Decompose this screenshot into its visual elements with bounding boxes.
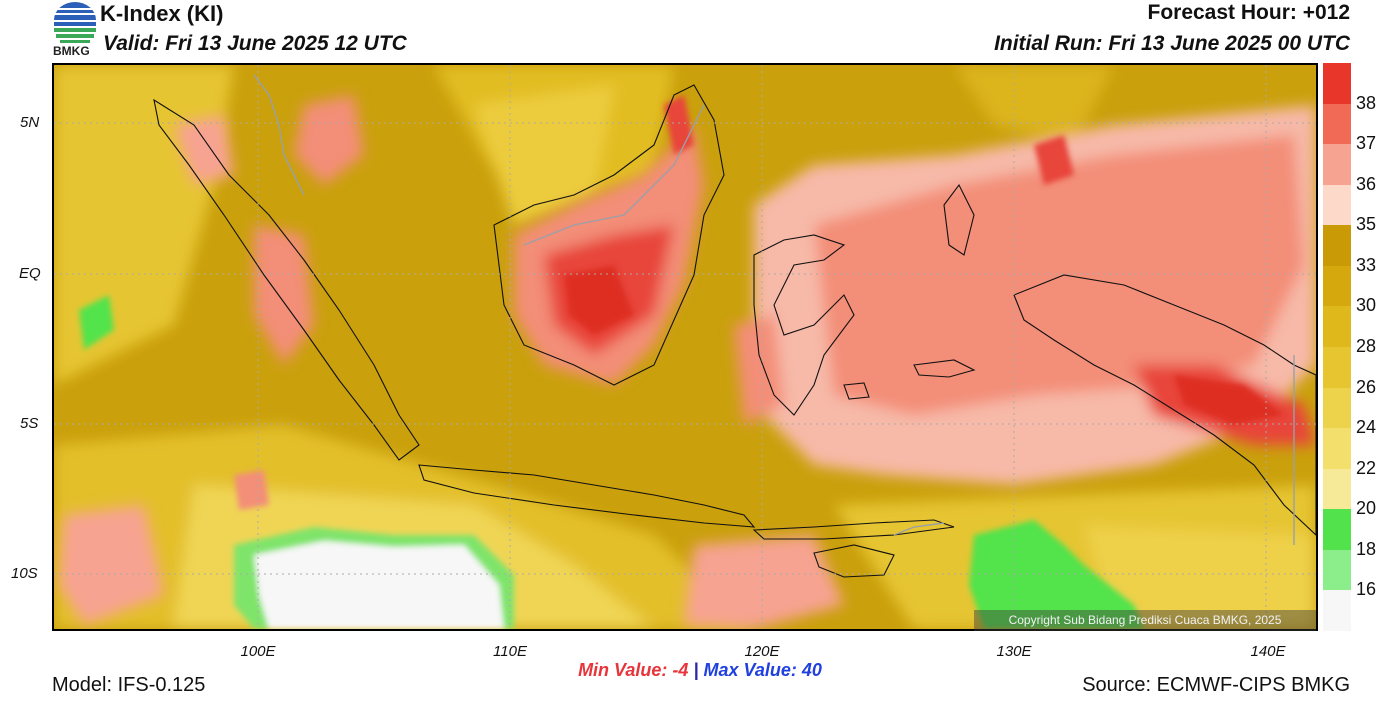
bmkg-emblem-icon: [54, 2, 96, 43]
colorbar-label: 26: [1356, 376, 1377, 397]
k-index-map[interactable]: [52, 63, 1318, 631]
coast-sulawesi: [753, 234, 855, 416]
map-title: K-Index (KI): [100, 1, 224, 26]
lon-label-110e: 110E: [493, 643, 527, 660]
colorbar-segment: [1323, 387, 1351, 429]
lon-label-120e: 120E: [744, 643, 780, 660]
colorbar-label: 30: [1356, 295, 1377, 316]
min-max-values: Min Value: -4 | Max Value: 40: [0, 660, 1400, 681]
coast-sumatra: [153, 98, 420, 461]
lat-label-10s: 10S: [11, 565, 38, 582]
min-max-separator: |: [693, 660, 699, 680]
border-timor: [893, 522, 945, 536]
map-canvas: [54, 65, 1316, 629]
colorbar-segment: [1323, 468, 1351, 510]
valid-time: Valid: Fri 13 June 2025 12 UTC: [103, 32, 407, 55]
colorbar-segment: [1323, 103, 1351, 145]
coast-halmahera: [943, 183, 975, 256]
colorbar: [1323, 63, 1351, 632]
colorbar-label: 35: [1356, 214, 1377, 235]
colorbar-segment: [1323, 306, 1351, 348]
copyright-notice: Copyright Sub Bidang Prediksi Cuaca BMKG…: [974, 610, 1316, 631]
colorbar-label: 33: [1356, 254, 1377, 275]
colorbar-segment: [1323, 225, 1351, 267]
colorbar-label: 18: [1356, 538, 1377, 559]
bmkg-logo: BMKG: [52, 0, 98, 62]
colorbar-segment: [1323, 184, 1351, 226]
coast-timor: [813, 544, 895, 578]
coast-buru: [843, 382, 870, 400]
coast-seram: [913, 359, 976, 378]
colorbar-label: 37: [1356, 133, 1377, 154]
forecast-hour: Forecast Hour: +012: [1147, 1, 1351, 24]
coast-borneo: [493, 84, 725, 386]
colorbar-segment: [1323, 509, 1351, 551]
source-label: Source: ECMWF-CIPS BMKG: [1082, 674, 1350, 696]
model-label: Model: IFS-0.125: [52, 674, 206, 696]
lon-label-140e: 140E: [1250, 643, 1286, 660]
coastlines: [153, 84, 1316, 578]
initial-run: Initial Run: Fri 13 June 2025 00 UTC: [994, 32, 1350, 55]
colorbar-segment: [1323, 144, 1351, 186]
field-high-zones: [59, 95, 1316, 629]
colorbar-segment: [1323, 428, 1351, 470]
min-value: -4: [672, 660, 689, 680]
border-borneo: [523, 104, 705, 246]
colorbar-label: 20: [1356, 498, 1377, 519]
lat-label-5s: 5S: [20, 415, 39, 432]
gridlines: [54, 65, 1316, 629]
country-borders: [253, 74, 1295, 545]
lat-label-eq: EQ: [19, 265, 41, 282]
colorbar-label: 36: [1356, 173, 1377, 194]
colorbar-segment: [1323, 549, 1351, 591]
max-value: 40: [801, 660, 822, 680]
colorbar-label: 16: [1356, 579, 1377, 600]
colorbar-label: 38: [1356, 92, 1377, 113]
colorbar-label: 24: [1356, 417, 1377, 438]
colorbar-segment: [1323, 590, 1351, 632]
field-peak-zones: [234, 95, 1284, 510]
colorbar-segment: [1323, 265, 1351, 307]
min-value-label: Min Value:: [578, 660, 668, 680]
colorbar-segment: [1323, 63, 1351, 105]
logo-text: BMKG: [53, 44, 90, 58]
max-value-label: Max Value:: [703, 660, 797, 680]
coast-java: [418, 464, 756, 528]
coast-new-guinea: [1013, 274, 1316, 536]
colorbar-label: 22: [1356, 457, 1377, 478]
lat-label-5n: 5N: [20, 114, 40, 131]
colorbar-label: 28: [1356, 336, 1377, 356]
colorbar-segment: [1323, 347, 1351, 389]
coast-nusa-tenggara: [752, 519, 955, 540]
lon-label-100e: 100E: [240, 643, 276, 660]
lon-label-130e: 130E: [996, 643, 1032, 660]
border-malay-peninsula: [253, 74, 305, 196]
